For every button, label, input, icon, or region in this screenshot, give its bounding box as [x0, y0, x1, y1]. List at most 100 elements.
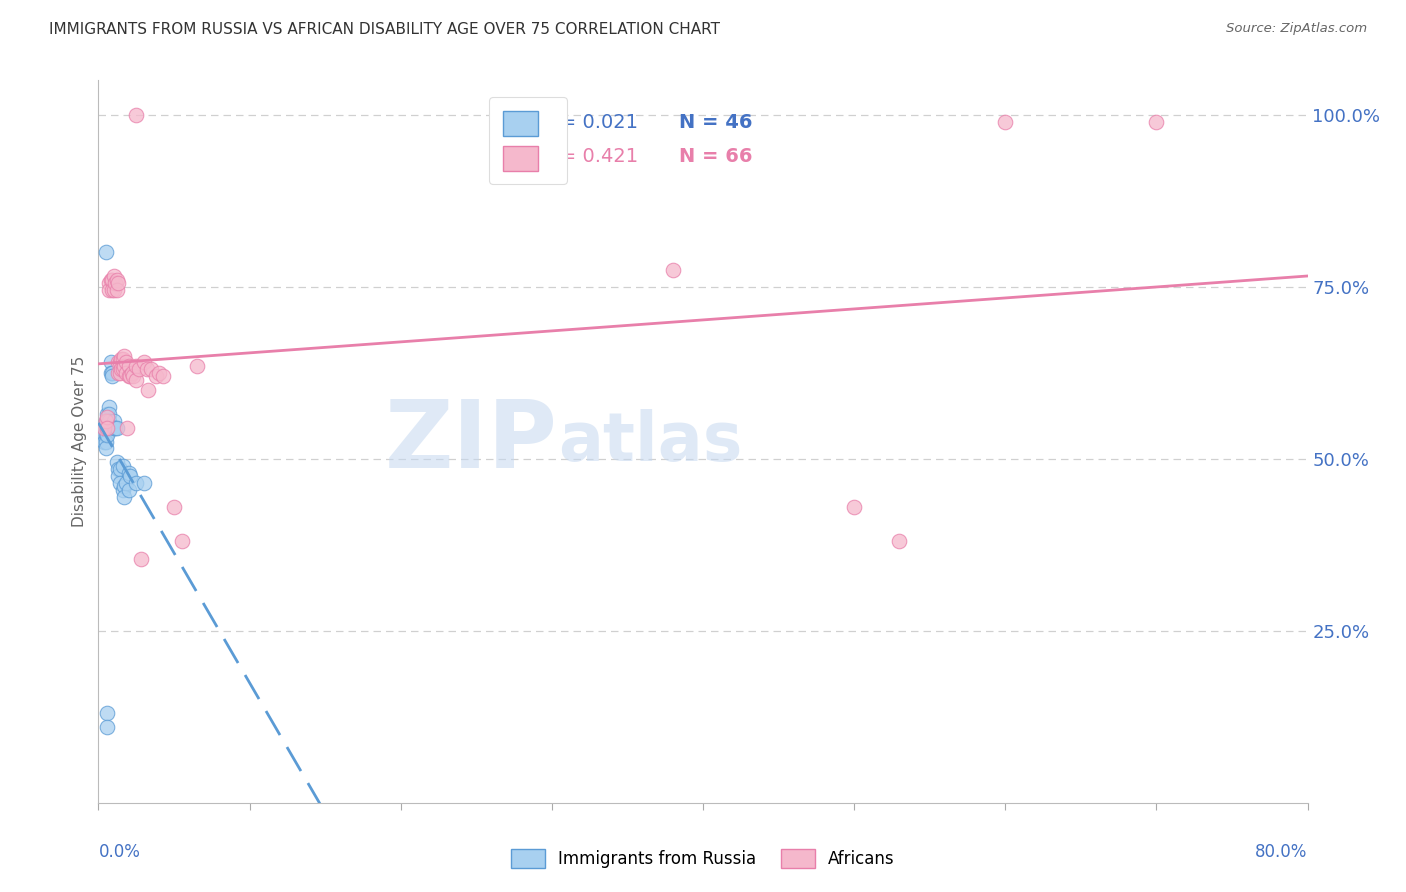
Legend: , : , [489, 97, 567, 184]
Point [112, 349, 135, 363]
Point [96, 421, 118, 435]
Point [112, 359, 135, 373]
Point [98, 277, 121, 291]
Point [104, 421, 127, 435]
Point [111, 351, 134, 366]
Text: atlas: atlas [558, 409, 742, 475]
Text: N = 46: N = 46 [679, 112, 752, 132]
Point [107, 277, 129, 291]
Point [107, 462, 129, 476]
Point [148, 366, 170, 380]
Point [125, 475, 148, 490]
Point [103, 421, 125, 435]
Point [132, 475, 155, 490]
Point [132, 355, 155, 369]
Point [111, 458, 134, 473]
Point [94, 245, 117, 260]
Text: ZIP: ZIP [385, 395, 558, 488]
Point [93, 427, 115, 442]
Point [96, 410, 118, 425]
Point [129, 551, 152, 566]
Point [98, 400, 121, 414]
Text: 0.0%: 0.0% [98, 843, 141, 861]
Point [111, 362, 134, 376]
Point [96, 421, 118, 435]
Point [103, 283, 125, 297]
Point [135, 362, 157, 376]
Point [98, 414, 121, 428]
Point [107, 355, 129, 369]
Point [107, 366, 129, 380]
Point [93, 421, 115, 435]
Point [94, 414, 117, 428]
Text: Source: ZipAtlas.com: Source: ZipAtlas.com [1226, 22, 1367, 36]
Point [96, 706, 118, 721]
Point [122, 369, 145, 384]
Point [103, 269, 125, 284]
Point [186, 359, 208, 373]
Point [100, 355, 122, 369]
Point [111, 483, 134, 497]
Point [120, 469, 142, 483]
Point [125, 359, 148, 373]
Point [114, 366, 136, 380]
Point [1144, 114, 1167, 128]
Point [844, 500, 866, 514]
Point [96, 720, 118, 734]
Point [118, 466, 141, 480]
Point [105, 455, 128, 469]
Point [125, 373, 148, 387]
Point [107, 469, 129, 483]
Point [96, 414, 118, 428]
Point [163, 500, 186, 514]
Text: R = 0.021: R = 0.021 [540, 112, 638, 132]
Point [112, 490, 135, 504]
Point [108, 366, 131, 380]
Point [112, 479, 135, 493]
Point [118, 359, 141, 373]
Point [105, 283, 128, 297]
Point [110, 362, 132, 376]
Text: 80.0%: 80.0% [1256, 843, 1308, 861]
Point [110, 351, 132, 366]
Legend: Immigrants from Russia, Africans: Immigrants from Russia, Africans [505, 842, 901, 875]
Point [94, 442, 117, 456]
Point [115, 421, 138, 435]
Text: IMMIGRANTS FROM RUSSIA VS AFRICAN DISABILITY AGE OVER 75 CORRELATION CHART: IMMIGRANTS FROM RUSSIA VS AFRICAN DISABI… [49, 22, 720, 37]
Point [125, 108, 148, 122]
Point [101, 369, 124, 384]
Point [889, 534, 911, 549]
Point [118, 483, 141, 497]
Point [152, 369, 174, 384]
Point [101, 273, 124, 287]
Point [96, 407, 118, 421]
Point [108, 462, 131, 476]
Point [114, 475, 136, 490]
Point [145, 369, 167, 384]
Point [120, 369, 142, 384]
Point [94, 421, 117, 435]
Point [108, 475, 131, 490]
Point [103, 414, 125, 428]
Point [94, 427, 117, 442]
Point [100, 366, 122, 380]
Point [94, 414, 117, 428]
Text: N = 66: N = 66 [679, 147, 752, 166]
Point [100, 273, 122, 287]
Point [661, 262, 683, 277]
Point [108, 355, 131, 369]
Point [101, 283, 124, 297]
Point [98, 407, 121, 421]
Point [121, 366, 143, 380]
Point [118, 369, 141, 384]
Point [105, 273, 128, 287]
Point [994, 114, 1017, 128]
Point [114, 355, 136, 369]
Point [141, 362, 163, 376]
Text: R = 0.421: R = 0.421 [540, 147, 638, 166]
Point [128, 362, 150, 376]
Point [101, 366, 124, 380]
Point [98, 283, 121, 297]
Point [170, 534, 193, 549]
Point [93, 434, 115, 449]
